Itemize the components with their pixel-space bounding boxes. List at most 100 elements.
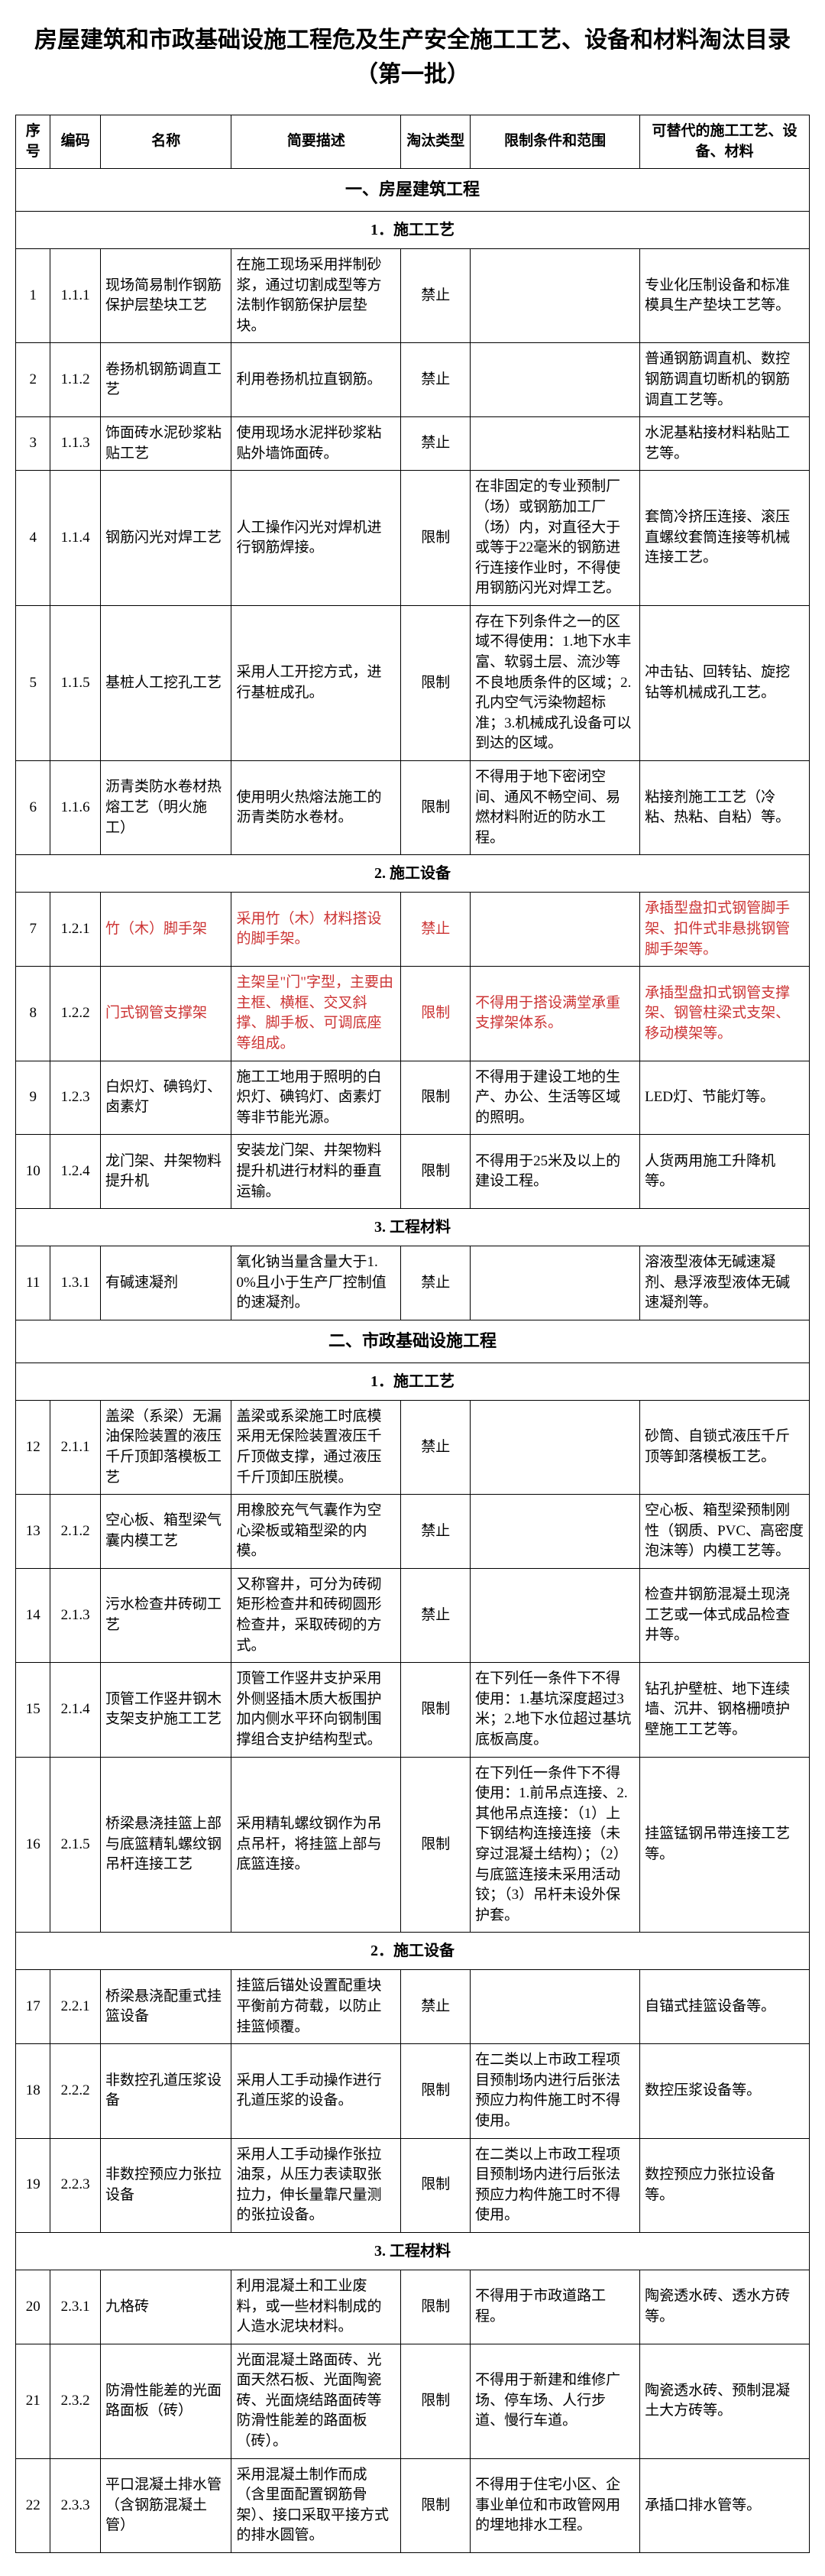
cell-name: 基桩人工挖孔工艺 (100, 605, 231, 760)
cell-seq: 18 (16, 2044, 50, 2138)
section-row: 1．施工工艺 (16, 211, 810, 248)
section-cell: 3. 工程材料 (16, 1209, 810, 1246)
cell-name: 沥青类防水卷材热熔工艺（明火施工） (100, 761, 231, 855)
cell-seq: 6 (16, 761, 50, 855)
cell-seq: 22 (16, 2458, 50, 2552)
cell-seq: 15 (16, 1663, 50, 1757)
catalog-table: 序号 编码 名称 简要描述 淘汰类型 限制条件和范围 可替代的施工工艺、设备、材… (15, 115, 810, 2553)
cell-type: 禁止 (401, 1495, 471, 1569)
cell-type: 限制 (401, 967, 471, 1061)
cell-seq: 11 (16, 1246, 50, 1320)
cell-type: 限制 (401, 1135, 471, 1209)
cell-alt: 普通钢筋调直机、数控钢筋调直切断机的钢筋调直工艺等。 (640, 343, 810, 417)
cell-limit: 在非固定的专业预制厂（场）或钢筋加工厂（场）内，对直径大于或等于22毫米的钢筋进… (471, 471, 640, 606)
section-cell: 1．施工工艺 (16, 1363, 810, 1400)
cell-seq: 14 (16, 1568, 50, 1662)
cell-seq: 13 (16, 1495, 50, 1569)
cell-code: 1.2.4 (50, 1135, 101, 1209)
cell-desc: 光面混凝土路面砖、光面天然石板、光面陶瓷砖、光面烧结路面砖等防滑性能差的路面板（… (231, 2344, 401, 2458)
cell-type: 限制 (401, 2458, 471, 2552)
section-row: 一、房屋建筑工程 (16, 169, 810, 212)
cell-code: 2.2.2 (50, 2044, 101, 2138)
cell-desc: 利用卷扬机拉直钢筋。 (231, 343, 401, 417)
table-row: 51.1.5基桩人工挖孔工艺采用人工开挖方式，进行基桩成孔。限制存在下列条件之一… (16, 605, 810, 760)
cell-seq: 7 (16, 893, 50, 967)
cell-seq: 19 (16, 2138, 50, 2232)
table-row: 91.2.3白炽灯、碘钨灯、卤素灯施工工地用于照明的白炽灯、碘钨灯、卤素灯等非节… (16, 1061, 810, 1135)
cell-alt: 专业化压制设备和标准模具生产垫块工艺等。 (640, 248, 810, 342)
cell-desc: 施工工地用于照明的白炽灯、碘钨灯、卤素灯等非节能光源。 (231, 1061, 401, 1135)
cell-code: 1.2.2 (50, 967, 101, 1061)
cell-name: 现场简易制作钢筋保护层垫块工艺 (100, 248, 231, 342)
table-row: 101.2.4龙门架、井架物料提升机安装龙门架、井架物料提升机进行材料的垂直运输… (16, 1135, 810, 1209)
cell-code: 2.1.2 (50, 1495, 101, 1569)
cell-limit: 不得用于新建和维修广场、停车场、人行步道、慢行车道。 (471, 2344, 640, 2458)
table-row: 71.2.1竹（木）脚手架采用竹（木）材料搭设的脚手架。禁止承插型盘扣式钢管脚手… (16, 893, 810, 967)
cell-alt: 承插型盘扣式钢管支撑架、钢管柱梁式支架、移动模架等。 (640, 967, 810, 1061)
cell-name: 顶管工作竖井钢木支架支护施工工艺 (100, 1663, 231, 1757)
cell-desc: 采用人工手动操作进行孔道压浆的设备。 (231, 2044, 401, 2138)
cell-alt: 人货两用施工升降机等。 (640, 1135, 810, 1209)
cell-type: 限制 (401, 1757, 471, 1933)
cell-name: 门式钢管支撑架 (100, 967, 231, 1061)
section-row: 2．施工设备 (16, 1933, 810, 1970)
cell-alt: 挂篮锰钢吊带连接工艺等。 (640, 1757, 810, 1933)
cell-type: 禁止 (401, 417, 471, 471)
th-name: 名称 (100, 115, 231, 169)
cell-code: 1.1.4 (50, 471, 101, 606)
cell-alt: 数控压浆设备等。 (640, 2044, 810, 2138)
cell-desc: 在施工现场采用拌制砂浆，通过切割成型等方法制作钢筋保护层垫块。 (231, 248, 401, 342)
cell-alt: 陶瓷透水砖、透水方砖等。 (640, 2270, 810, 2344)
cell-limit (471, 248, 640, 342)
cell-seq: 5 (16, 605, 50, 760)
cell-code: 2.1.3 (50, 1568, 101, 1662)
section-row: 二、市政基础设施工程 (16, 1320, 810, 1363)
cell-code: 1.1.2 (50, 343, 101, 417)
cell-seq: 8 (16, 967, 50, 1061)
cell-name: 污水检查井砖砌工艺 (100, 1568, 231, 1662)
th-limit: 限制条件和范围 (471, 115, 640, 169)
table-row: 222.3.3平口混凝土排水管（含钢筋混凝土管）采用混凝土制作而成（含里面配置钢… (16, 2458, 810, 2552)
cell-name: 空心板、箱型梁气囊内模工艺 (100, 1495, 231, 1569)
cell-type: 禁止 (401, 343, 471, 417)
cell-name: 白炽灯、碘钨灯、卤素灯 (100, 1061, 231, 1135)
cell-seq: 4 (16, 471, 50, 606)
section-row: 3. 工程材料 (16, 2232, 810, 2270)
cell-type: 禁止 (401, 1246, 471, 1320)
th-alt: 可替代的施工工艺、设备、材料 (640, 115, 810, 169)
cell-limit: 不得用于建设工地的生产、办公、生活等区域的照明。 (471, 1061, 640, 1135)
cell-type: 禁止 (401, 1400, 471, 1494)
table-row: 182.2.2非数控孔道压浆设备采用人工手动操作进行孔道压浆的设备。限制在二类以… (16, 2044, 810, 2138)
cell-name: 非数控预应力张拉设备 (100, 2138, 231, 2232)
section-row: 1．施工工艺 (16, 1363, 810, 1400)
th-seq: 序号 (16, 115, 50, 169)
cell-limit (471, 893, 640, 967)
table-row: 21.1.2卷扬机钢筋调直工艺利用卷扬机拉直钢筋。禁止普通钢筋调直机、数控钢筋调… (16, 343, 810, 417)
cell-code: 1.2.1 (50, 893, 101, 967)
cell-name: 龙门架、井架物料提升机 (100, 1135, 231, 1209)
cell-desc: 用橡胶充气气囊作为空心梁板或箱型梁的内模。 (231, 1495, 401, 1569)
table-row: 111.3.1有碱速凝剂氧化钠当量含量大于1.0%且小于生产厂控制值的速凝剂。禁… (16, 1246, 810, 1320)
cell-desc: 氧化钠当量含量大于1.0%且小于生产厂控制值的速凝剂。 (231, 1246, 401, 1320)
cell-code: 1.1.3 (50, 417, 101, 471)
cell-alt: 粘接剂施工工艺（冷粘、热粘、自粘）等。 (640, 761, 810, 855)
table-row: 202.3.1九格砖利用混凝土和工业废料，或一些材料制成的人造水泥块材料。限制不… (16, 2270, 810, 2344)
cell-desc: 采用人工开挖方式，进行基桩成孔。 (231, 605, 401, 760)
cell-seq: 20 (16, 2270, 50, 2344)
section-row: 3. 工程材料 (16, 1209, 810, 1246)
table-row: 142.1.3污水检查井砖砌工艺又称窨井，可分为砖砌矩形检查井和砖砌圆形检查井，… (16, 1568, 810, 1662)
table-row: 81.2.2门式钢管支撑架主架呈"门"字型，主要由主框、横框、交叉斜撑、脚手板、… (16, 967, 810, 1061)
cell-type: 限制 (401, 761, 471, 855)
cell-desc: 采用精轧螺纹钢作为吊点吊杆，将挂篮上部与底篮连接。 (231, 1757, 401, 1933)
cell-code: 2.2.1 (50, 1970, 101, 2044)
table-row: 162.1.5桥梁悬浇挂篮上部与底篮精轧螺纹钢吊杆连接工艺采用精轧螺纹钢作为吊点… (16, 1757, 810, 1933)
cell-code: 1.3.1 (50, 1246, 101, 1320)
table-row: 41.1.4钢筋闪光对焊工艺人工操作闪光对焊机进行钢筋焊接。限制在非固定的专业预… (16, 471, 810, 606)
section-cell: 3. 工程材料 (16, 2232, 810, 2270)
cell-limit (471, 343, 640, 417)
cell-name: 钢筋闪光对焊工艺 (100, 471, 231, 606)
cell-alt: 承插型盘扣式钢管脚手架、扣件式非悬挑钢管脚手架等。 (640, 893, 810, 967)
cell-alt: 数控预应力张拉设备等。 (640, 2138, 810, 2232)
cell-seq: 10 (16, 1135, 50, 1209)
cell-limit: 不得用于搭设满堂承重支撑架体系。 (471, 967, 640, 1061)
